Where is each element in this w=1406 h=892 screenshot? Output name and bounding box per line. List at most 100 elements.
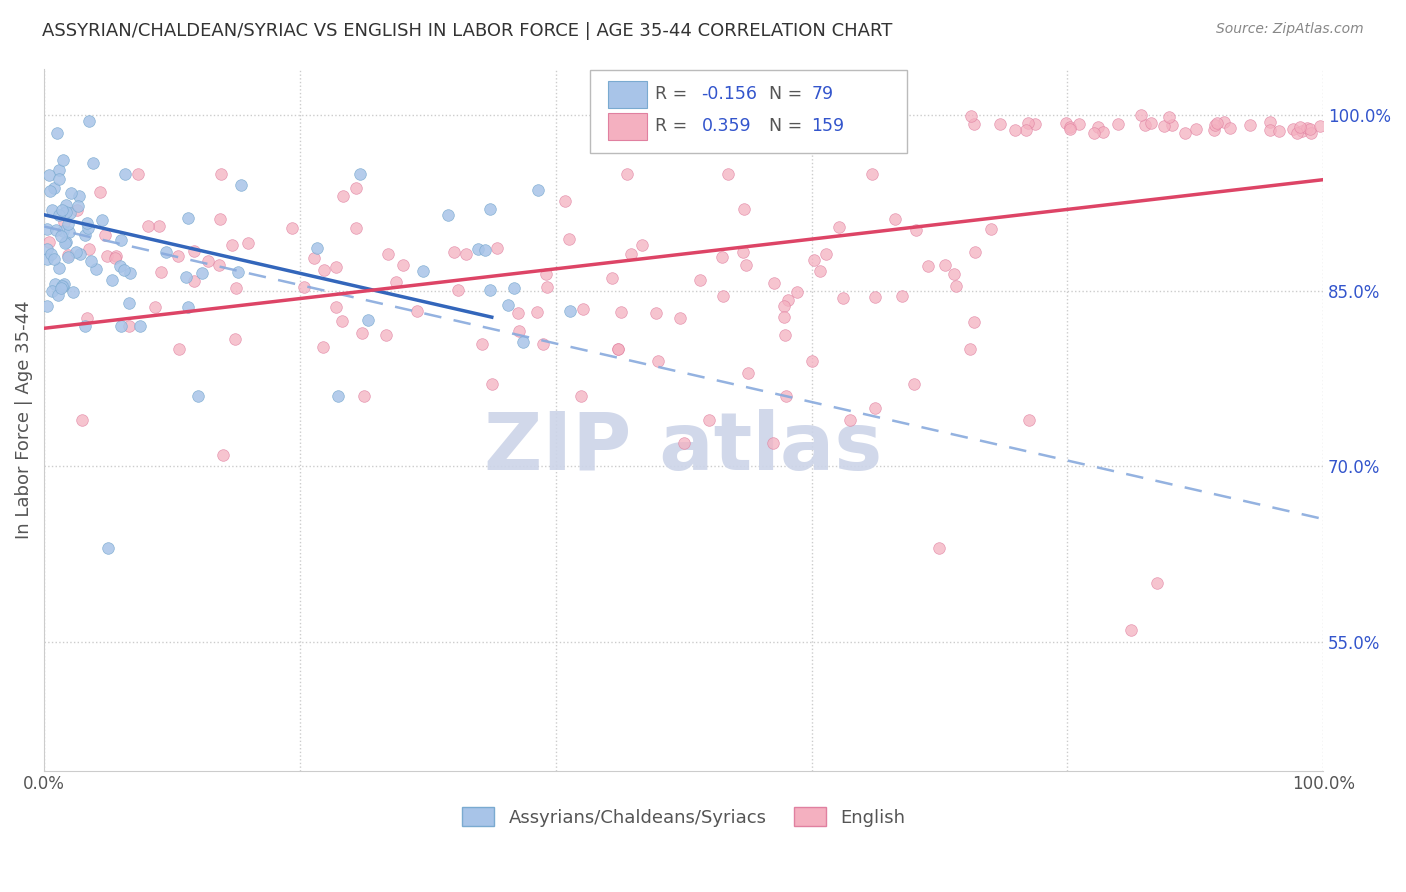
Point: [606, 343, 628, 357]
Point: [838, 412, 860, 426]
Point: [536, 280, 558, 294]
Point: [82, 155, 104, 169]
Point: [884, 212, 907, 227]
Point: [197, 253, 219, 268]
FancyBboxPatch shape: [609, 113, 647, 140]
Point: [118, 318, 141, 333]
Point: [332, 314, 354, 328]
Text: 159: 159: [811, 117, 845, 135]
Point: [1299, 122, 1322, 136]
Point: [38, 169, 60, 183]
Point: [1091, 125, 1114, 139]
Point: [860, 167, 883, 181]
Point: [496, 298, 519, 312]
Point: [212, 448, 235, 462]
Point: [112, 263, 135, 277]
Point: [58, 226, 80, 240]
Point: [328, 389, 350, 403]
Point: [786, 285, 808, 299]
Point: [1017, 116, 1039, 130]
Point: [45, 223, 67, 237]
Point: [534, 267, 557, 281]
Point: [647, 354, 669, 368]
Point: [815, 247, 838, 261]
Point: [1281, 122, 1303, 136]
Text: ASSYRIAN/CHALDEAN/SYRIAC VS ENGLISH IN LABOR FORCE | AGE 35-44 CORRELATION CHART: ASSYRIAN/CHALDEAN/SYRIAC VS ENGLISH IN L…: [42, 22, 893, 40]
Point: [42, 181, 65, 195]
Point: [800, 354, 823, 368]
Point: [531, 336, 554, 351]
Text: R =: R =: [655, 117, 699, 135]
Point: [76, 216, 98, 230]
Point: [735, 258, 758, 272]
Point: [314, 262, 336, 277]
Point: [406, 304, 429, 318]
Point: [143, 301, 166, 315]
Point: [1291, 123, 1313, 137]
Point: [108, 259, 131, 273]
Point: [55, 235, 77, 250]
Point: [1159, 110, 1181, 124]
Point: [236, 235, 259, 250]
Point: [1083, 126, 1105, 140]
Point: [959, 343, 981, 357]
Point: [1301, 126, 1323, 140]
Point: [1205, 116, 1227, 130]
Point: [41, 246, 63, 260]
Point: [35, 242, 58, 256]
Point: [136, 219, 159, 234]
Point: [443, 244, 465, 259]
Point: [94, 228, 117, 243]
Point: [167, 249, 190, 263]
Point: [110, 318, 132, 333]
Point: [41, 203, 63, 218]
Point: [72, 412, 94, 426]
Point: [169, 343, 191, 357]
Point: [1087, 120, 1109, 134]
Point: [865, 401, 887, 415]
Point: [69, 247, 91, 261]
Point: [384, 275, 406, 289]
Point: [127, 167, 149, 181]
Point: [44, 252, 66, 266]
FancyBboxPatch shape: [609, 81, 647, 108]
Point: [305, 241, 328, 255]
Point: [609, 305, 631, 319]
Point: [225, 281, 247, 295]
Point: [325, 300, 347, 314]
Point: [35, 252, 58, 267]
Point: [349, 167, 371, 181]
Point: [294, 279, 316, 293]
Point: [104, 251, 127, 265]
Point: [48, 261, 70, 276]
Point: [207, 258, 229, 272]
Point: [1204, 118, 1226, 132]
Point: [602, 271, 624, 285]
Point: [668, 310, 690, 325]
Point: [183, 274, 205, 288]
Point: [52, 214, 75, 228]
Point: [773, 299, 796, 313]
Point: [1121, 623, 1143, 637]
Point: [377, 247, 399, 261]
Point: [737, 366, 759, 380]
Text: N =: N =: [769, 85, 808, 103]
Point: [773, 327, 796, 342]
Text: Source: ZipAtlas.com: Source: ZipAtlas.com: [1216, 22, 1364, 37]
Point: [104, 249, 127, 263]
Point: [1139, 116, 1161, 130]
Point: [65, 245, 87, 260]
Point: [58, 248, 80, 262]
Point: [101, 273, 124, 287]
Point: [803, 253, 825, 268]
Point: [1146, 576, 1168, 591]
Text: 79: 79: [811, 85, 834, 103]
Point: [776, 293, 799, 307]
Point: [762, 276, 785, 290]
Text: R =: R =: [655, 85, 693, 103]
Point: [52, 277, 75, 291]
Point: [357, 313, 380, 327]
Point: [1239, 118, 1261, 132]
Point: [863, 290, 886, 304]
Point: [118, 295, 141, 310]
